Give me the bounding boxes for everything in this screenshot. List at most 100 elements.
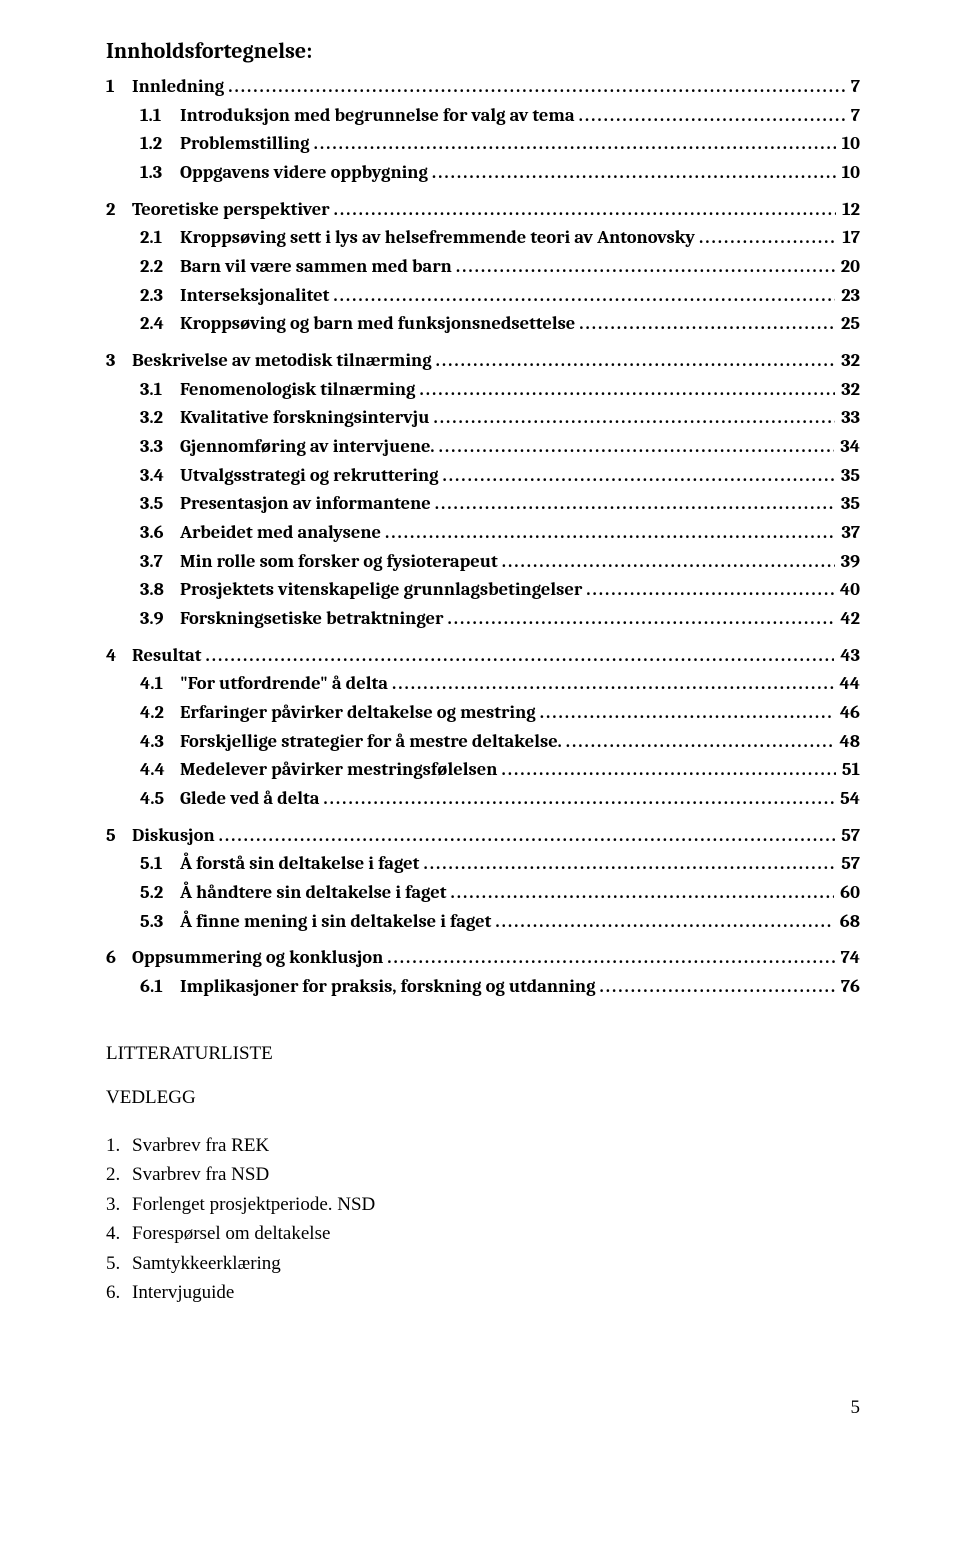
toc-entry-page: 76 (839, 972, 860, 1001)
toc-entry-page: 17 (840, 223, 860, 252)
toc-entry-number: 6 (106, 943, 132, 972)
toc-entry-number: 1.2 (140, 129, 180, 158)
toc-entry-label: "For utfordrende" å delta (180, 669, 388, 698)
toc-leader (392, 669, 834, 698)
toc-entry-number: 5.3 (140, 907, 180, 936)
toc-leader (540, 698, 834, 727)
toc-entry-label: Introduksjon med begrunnelse for valg av… (180, 101, 575, 130)
vedlegg-item-number: 3. (106, 1190, 132, 1219)
toc-leader (323, 784, 834, 813)
toc-entry-level2: 4.5Glede ved å delta54 (106, 784, 860, 813)
toc-leader (450, 878, 834, 907)
toc-leader (579, 309, 835, 338)
toc-entry-label: Oppsummering og konklusjon (132, 943, 383, 972)
toc-entry-label: Å håndtere sin deltakelse i faget (180, 878, 446, 907)
toc-entry-number: 3.4 (140, 461, 180, 490)
toc-entry-level2: 1.3Oppgavens videre oppbygning10 (106, 158, 860, 187)
toc-leader (228, 72, 845, 101)
toc-entry-level2: 3.7Min rolle som forsker og fysioterapeu… (106, 547, 860, 576)
toc-leader (566, 727, 834, 756)
vedlegg-item: 3.Forlenget prosjektperiode. NSD (106, 1190, 860, 1219)
toc-entry-number: 2.1 (140, 223, 180, 252)
toc-entry-label: Diskusjon (132, 821, 215, 850)
toc-entry-label: Teoretiske perspektiver (132, 195, 330, 224)
toc-leader (314, 129, 836, 158)
toc-entry-number: 4.5 (140, 784, 180, 813)
toc-entry-number: 6.1 (140, 972, 180, 1001)
toc-leader (456, 252, 835, 281)
toc-entry-label: Gjennomføring av intervjuene. (180, 432, 435, 461)
toc-entry-label: Fenomenologisk tilnærming (180, 375, 415, 404)
toc-entry-level2: 5.1Å forstå sin deltakelse i faget57 (106, 849, 860, 878)
toc-entry-number: 3.7 (140, 547, 180, 576)
toc-entry-label: Beskrivelse av metodisk tilnærming (132, 346, 432, 375)
toc-leader (334, 195, 837, 224)
toc-entry-level1: 3Beskrivelse av metodisk tilnærming32 (106, 346, 860, 375)
toc-entry-label: Implikasjoner for praksis, forskning og … (180, 972, 595, 1001)
toc-entry-page: 35 (839, 489, 860, 518)
vedlegg-item-number: 5. (106, 1249, 132, 1278)
toc-entry-label: Å finne mening i sin deltakelse i faget (180, 907, 491, 936)
toc-entry-number: 2.4 (140, 309, 180, 338)
vedlegg-item-label: Intervjuguide (132, 1278, 234, 1307)
toc-entry-number: 4.2 (140, 698, 180, 727)
toc-entry-label: Innledning (132, 72, 224, 101)
toc-entry-page: 35 (839, 461, 860, 490)
toc-entry-number: 3.9 (140, 604, 180, 633)
toc-leader (436, 346, 836, 375)
toc-entry-number: 5.1 (140, 849, 180, 878)
toc-entry-level2: 2.4Kroppsøving og barn med funksjonsneds… (106, 309, 860, 338)
toc-entry-number: 5 (106, 821, 132, 850)
toc-entry-level2: 3.5Presentasjon av informantene35 (106, 489, 860, 518)
toc-entry-page: 10 (840, 158, 860, 187)
toc-entry-label: Resultat (132, 641, 201, 670)
vedlegg-item-label: Samtykkeerklæring (132, 1249, 281, 1278)
toc-entry-label: Å forstå sin deltakelse i faget (180, 849, 419, 878)
vedlegg-item-number: 2. (106, 1160, 132, 1189)
toc-leader (495, 907, 833, 936)
toc-entry-page: 33 (839, 403, 860, 432)
toc-leader (419, 375, 835, 404)
toc-entry-number: 4.3 (140, 727, 180, 756)
vedlegg-item-label: Forlenget prosjektperiode. NSD (132, 1190, 375, 1219)
vedlegg-item: 2.Svarbrev fra NSD (106, 1160, 860, 1189)
toc-entry-level2: 4.3Forskjellige strategier for å mestre … (106, 727, 860, 756)
toc-entry-level2: 1.1Introduksjon med begrunnelse for valg… (106, 101, 860, 130)
toc-entry-label: Forskjellige strategier for å mestre del… (180, 727, 562, 756)
toc-entry-label: Barn vil være sammen med barn (180, 252, 452, 281)
toc-entry-level1: 5Diskusjon57 (106, 821, 860, 850)
footer-page-number: 5 (106, 1397, 860, 1419)
toc-entry-number: 4.4 (140, 755, 180, 784)
toc-entry-label: Kroppsøving sett i lys av helsefremmende… (180, 223, 695, 252)
toc-entry-number: 3.1 (140, 375, 180, 404)
toc-entry-page: 51 (840, 755, 860, 784)
toc-entry-number: 3 (106, 346, 132, 375)
toc-entry-level2: 3.6Arbeidet med analysene37 (106, 518, 860, 547)
toc-entry-level2: 6.1Implikasjoner for praksis, forskning … (106, 972, 860, 1001)
vedlegg-item-number: 6. (106, 1278, 132, 1307)
toc-leader (219, 821, 836, 850)
toc-entry-label: Problemstilling (180, 129, 310, 158)
toc-leader (586, 575, 834, 604)
toc-entry-level2: 3.8Prosjektets vitenskapelige grunnlagsb… (106, 575, 860, 604)
toc-entry-level2: 2.3Interseksjonalitet23 (106, 281, 860, 310)
litteraturliste-heading: LITTERATURLISTE (106, 1043, 860, 1065)
toc-entry-page: 40 (838, 575, 860, 604)
toc-entry-level2: 3.2Kvalitative forskningsintervju33 (106, 403, 860, 432)
toc-entry-page: 32 (839, 375, 860, 404)
toc-entry-label: Erfaringer påvirker deltakelse og mestri… (180, 698, 536, 727)
toc-entry-number: 1 (106, 72, 132, 101)
document-page: Innholdsfortegnelse: 1Innledning71.1Intr… (0, 0, 960, 1479)
toc-entry-page: 12 (840, 195, 860, 224)
toc-entry-number: 4.1 (140, 669, 180, 698)
toc-entry-page: 68 (838, 907, 860, 936)
vedlegg-item-label: Forespørsel om deltakelse (132, 1219, 330, 1248)
table-of-contents: 1Innledning71.1Introduksjon med begrunne… (106, 72, 860, 1001)
toc-entry-label: Prosjektets vitenskapelige grunnlagsbeti… (180, 575, 582, 604)
toc-entry-page: 10 (840, 129, 860, 158)
toc-entry-label: Oppgavens videre oppbygning (180, 158, 428, 187)
toc-entry-number: 1.1 (140, 101, 180, 130)
toc-entry-page: 34 (838, 432, 860, 461)
toc-entry-level2: 3.9Forskningsetiske betraktninger42 (106, 604, 860, 633)
toc-entry-page: 7 (849, 72, 860, 101)
